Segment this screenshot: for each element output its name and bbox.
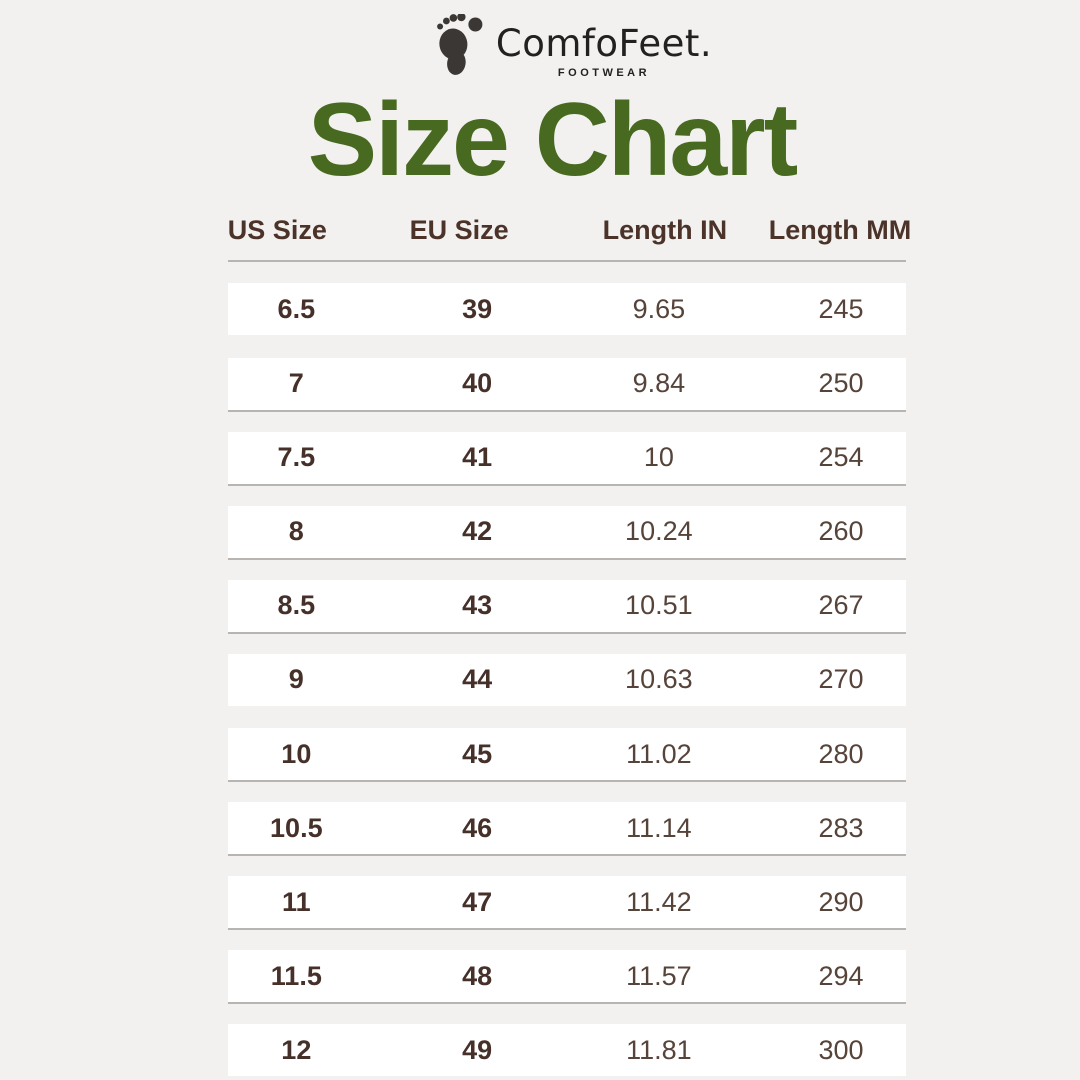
cell-length-mm: 300 bbox=[818, 1034, 864, 1065]
cell-length-mm: 250 bbox=[818, 368, 864, 398]
table-row: 12 49 11.81 300 bbox=[228, 1024, 906, 1076]
column-header-length-in: Length IN bbox=[602, 214, 728, 245]
cell-length-in: 11.42 bbox=[626, 886, 692, 917]
cell-us-size: 7.5 bbox=[277, 442, 316, 472]
cell-length-mm: 280 bbox=[818, 738, 864, 769]
table-row: 11 47 11.42 290 bbox=[228, 876, 906, 930]
cell-us-size: 11 bbox=[282, 886, 311, 917]
brand-name: ComfoFeet. bbox=[495, 22, 713, 65]
table-row: 8 42 10.24 260 bbox=[228, 505, 906, 560]
cell-eu-size: 39 bbox=[462, 293, 493, 324]
cell-us-size: 12 bbox=[281, 1034, 312, 1065]
table-row: 9 44 10.63 270 bbox=[228, 653, 906, 706]
cell-eu-size: 45 bbox=[462, 738, 493, 769]
cell-length-mm: 270 bbox=[818, 664, 864, 694]
table-row: 7.5 41 10 254 bbox=[228, 431, 906, 486]
column-header-length-mm: Length MM bbox=[768, 214, 912, 245]
cell-length-in: 10 bbox=[643, 442, 674, 472]
footprint-icon bbox=[437, 14, 483, 75]
cell-eu-size: 43 bbox=[462, 590, 493, 620]
cell-us-size: 9 bbox=[288, 664, 304, 694]
brand-text-block: ComfoFeet. FOOTWEAR bbox=[495, 22, 713, 79]
cell-us-size: 7 bbox=[288, 368, 304, 398]
cell-length-in: 10.51 bbox=[625, 590, 693, 620]
cell-eu-size: 46 bbox=[462, 812, 493, 843]
cell-eu-size: 48 bbox=[462, 960, 493, 991]
cell-us-size: 10.5 bbox=[270, 812, 323, 843]
cell-eu-size: 44 bbox=[462, 664, 493, 694]
cell-length-in: 10.24 bbox=[625, 516, 693, 546]
cell-us-size: 10 bbox=[281, 738, 312, 769]
table-row: 6.5 39 9.65 245 bbox=[228, 283, 906, 335]
cell-length-mm: 283 bbox=[818, 812, 864, 843]
cell-eu-size: 47 bbox=[462, 886, 493, 917]
cell-us-size: 6.5 bbox=[277, 293, 316, 324]
cell-length-mm: 254 bbox=[818, 442, 864, 472]
brand-tagline: FOOTWEAR bbox=[557, 66, 651, 79]
cell-length-mm: 294 bbox=[818, 960, 864, 991]
cell-us-size: 8 bbox=[288, 516, 304, 546]
cell-length-mm: 290 bbox=[818, 886, 864, 917]
cell-length-in: 11.57 bbox=[626, 960, 692, 991]
table-header-row: US Size EU Size Length IN Length MM bbox=[228, 200, 911, 262]
table-row: 7 40 9.84 250 bbox=[228, 357, 906, 412]
table-row: 11.5 48 11.57 294 bbox=[228, 950, 906, 1004]
page-title: Size Chart bbox=[307, 82, 799, 198]
cell-length-in: 9.65 bbox=[632, 293, 686, 324]
table-row: 8.5 43 10.51 267 bbox=[228, 579, 906, 634]
cell-length-in: 11.02 bbox=[626, 738, 692, 769]
size-table: US Size EU Size Length IN Length MM 6.5 … bbox=[228, 200, 911, 1080]
column-header-us-size: US Size bbox=[227, 214, 327, 245]
brand-logo: ComfoFeet. FOOTWEAR bbox=[436, 12, 712, 79]
table-row: 10 45 11.02 280 bbox=[228, 728, 906, 782]
cell-length-mm: 260 bbox=[818, 516, 864, 546]
cell-length-in: 11.81 bbox=[626, 1034, 692, 1065]
cell-eu-size: 42 bbox=[462, 516, 493, 546]
table-row: 10.5 46 11.14 283 bbox=[228, 802, 906, 856]
cell-length-in: 10.63 bbox=[625, 664, 693, 694]
table-body: 6.5 39 9.65 245 7 40 9.84 250 7.5 41 10 … bbox=[228, 283, 906, 1076]
column-header-eu-size: EU Size bbox=[409, 214, 509, 245]
cell-length-in: 9.84 bbox=[632, 368, 686, 398]
cell-eu-size: 40 bbox=[462, 368, 493, 398]
cell-length-in: 11.14 bbox=[626, 812, 692, 843]
cell-length-mm: 245 bbox=[818, 293, 864, 324]
cell-us-size: 8.5 bbox=[277, 590, 316, 620]
cell-us-size: 11.5 bbox=[270, 960, 322, 991]
cell-eu-size: 41 bbox=[462, 442, 493, 472]
cell-eu-size: 49 bbox=[462, 1034, 493, 1065]
cell-length-mm: 267 bbox=[818, 590, 864, 620]
